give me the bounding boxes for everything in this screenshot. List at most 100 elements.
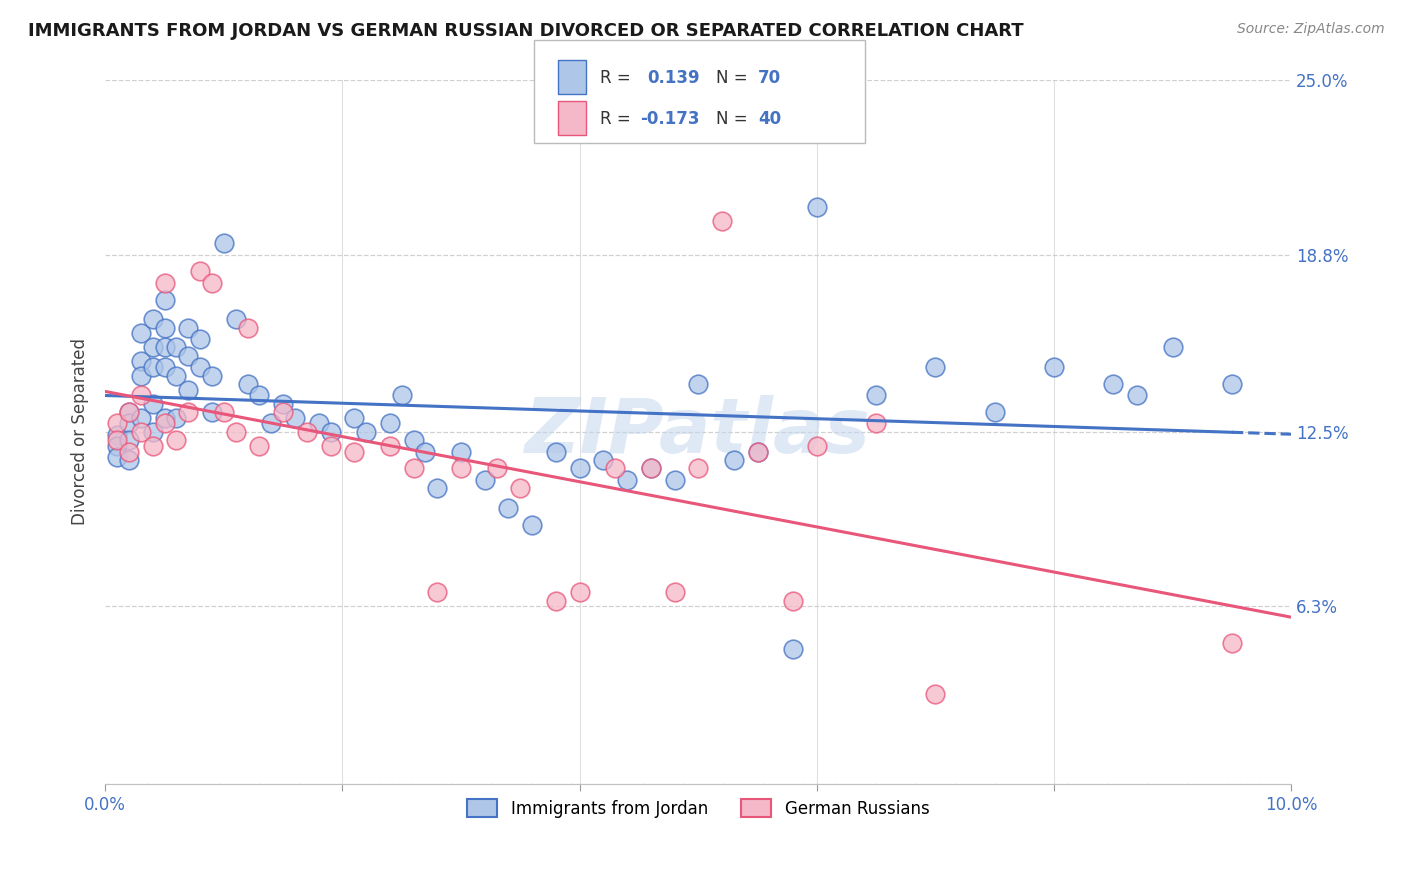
Point bbox=[426, 585, 449, 599]
Point bbox=[142, 439, 165, 453]
Point bbox=[118, 417, 141, 431]
Point bbox=[284, 410, 307, 425]
Point bbox=[129, 326, 152, 341]
Text: Source: ZipAtlas.com: Source: ZipAtlas.com bbox=[1237, 22, 1385, 37]
Point bbox=[711, 213, 734, 227]
Point bbox=[271, 397, 294, 411]
Y-axis label: Divorced or Separated: Divorced or Separated bbox=[72, 338, 89, 525]
Point bbox=[153, 340, 176, 354]
Point bbox=[450, 461, 472, 475]
Point bbox=[212, 405, 235, 419]
Point bbox=[249, 388, 271, 402]
Point bbox=[378, 439, 401, 453]
Point bbox=[188, 360, 211, 375]
Point bbox=[236, 320, 259, 334]
Point bbox=[177, 383, 200, 397]
Point bbox=[522, 517, 544, 532]
Text: R =: R = bbox=[600, 69, 637, 87]
Point bbox=[105, 427, 128, 442]
Point bbox=[308, 417, 330, 431]
Point bbox=[165, 340, 187, 354]
Point bbox=[165, 434, 187, 448]
Point bbox=[129, 368, 152, 383]
Text: 40: 40 bbox=[758, 110, 780, 128]
Point bbox=[260, 417, 283, 431]
Point bbox=[1220, 636, 1243, 650]
Legend: Immigrants from Jordan, German Russians: Immigrants from Jordan, German Russians bbox=[461, 793, 936, 825]
Point bbox=[105, 417, 128, 431]
Point bbox=[402, 434, 425, 448]
Point bbox=[319, 425, 342, 439]
Point bbox=[343, 410, 366, 425]
Text: 70: 70 bbox=[758, 69, 780, 87]
Point bbox=[212, 236, 235, 251]
Text: IMMIGRANTS FROM JORDAN VS GERMAN RUSSIAN DIVORCED OR SEPARATED CORRELATION CHART: IMMIGRANTS FROM JORDAN VS GERMAN RUSSIAN… bbox=[28, 22, 1024, 40]
Point bbox=[924, 360, 946, 375]
Point bbox=[924, 687, 946, 701]
Point bbox=[568, 585, 591, 599]
Point bbox=[295, 425, 318, 439]
Point bbox=[153, 417, 176, 431]
Point bbox=[153, 360, 176, 375]
Point bbox=[688, 461, 710, 475]
Text: N =: N = bbox=[716, 110, 752, 128]
Point bbox=[806, 439, 828, 453]
Point bbox=[391, 388, 413, 402]
Point bbox=[354, 425, 377, 439]
Point bbox=[153, 276, 176, 290]
Point bbox=[177, 405, 200, 419]
Point bbox=[474, 473, 496, 487]
Point bbox=[664, 585, 686, 599]
Text: ZIPatlas: ZIPatlas bbox=[526, 395, 872, 469]
Point bbox=[415, 444, 437, 458]
Point bbox=[142, 425, 165, 439]
Point bbox=[616, 473, 638, 487]
Point bbox=[865, 388, 887, 402]
Point bbox=[201, 405, 224, 419]
Point bbox=[118, 434, 141, 448]
Point bbox=[177, 320, 200, 334]
Point bbox=[1102, 376, 1125, 391]
Point bbox=[605, 461, 627, 475]
Point bbox=[153, 320, 176, 334]
Point bbox=[865, 417, 887, 431]
Point bbox=[165, 410, 187, 425]
Point bbox=[236, 376, 259, 391]
Point bbox=[723, 453, 745, 467]
Point bbox=[498, 500, 520, 515]
Point bbox=[153, 410, 176, 425]
Point bbox=[142, 312, 165, 326]
Text: N =: N = bbox=[716, 69, 752, 87]
Point bbox=[129, 354, 152, 368]
Point bbox=[782, 641, 804, 656]
Point bbox=[249, 439, 271, 453]
Point bbox=[105, 439, 128, 453]
Point bbox=[177, 349, 200, 363]
Text: -0.173: -0.173 bbox=[640, 110, 699, 128]
Point bbox=[201, 276, 224, 290]
Point bbox=[450, 444, 472, 458]
Point bbox=[165, 368, 187, 383]
Point bbox=[402, 461, 425, 475]
Point bbox=[378, 417, 401, 431]
Point bbox=[568, 461, 591, 475]
Point bbox=[319, 439, 342, 453]
Point bbox=[118, 405, 141, 419]
Point bbox=[984, 405, 1007, 419]
Point bbox=[544, 444, 567, 458]
Point bbox=[105, 450, 128, 465]
Point bbox=[806, 200, 828, 214]
Point bbox=[188, 332, 211, 346]
Point bbox=[129, 410, 152, 425]
Point bbox=[592, 453, 614, 467]
Point bbox=[142, 397, 165, 411]
Point bbox=[1126, 388, 1149, 402]
Point bbox=[426, 481, 449, 495]
Point bbox=[688, 376, 710, 391]
Point bbox=[782, 593, 804, 607]
Point bbox=[485, 461, 508, 475]
Point bbox=[664, 473, 686, 487]
Point bbox=[1161, 340, 1184, 354]
Point bbox=[343, 444, 366, 458]
Text: 0.139: 0.139 bbox=[647, 69, 699, 87]
